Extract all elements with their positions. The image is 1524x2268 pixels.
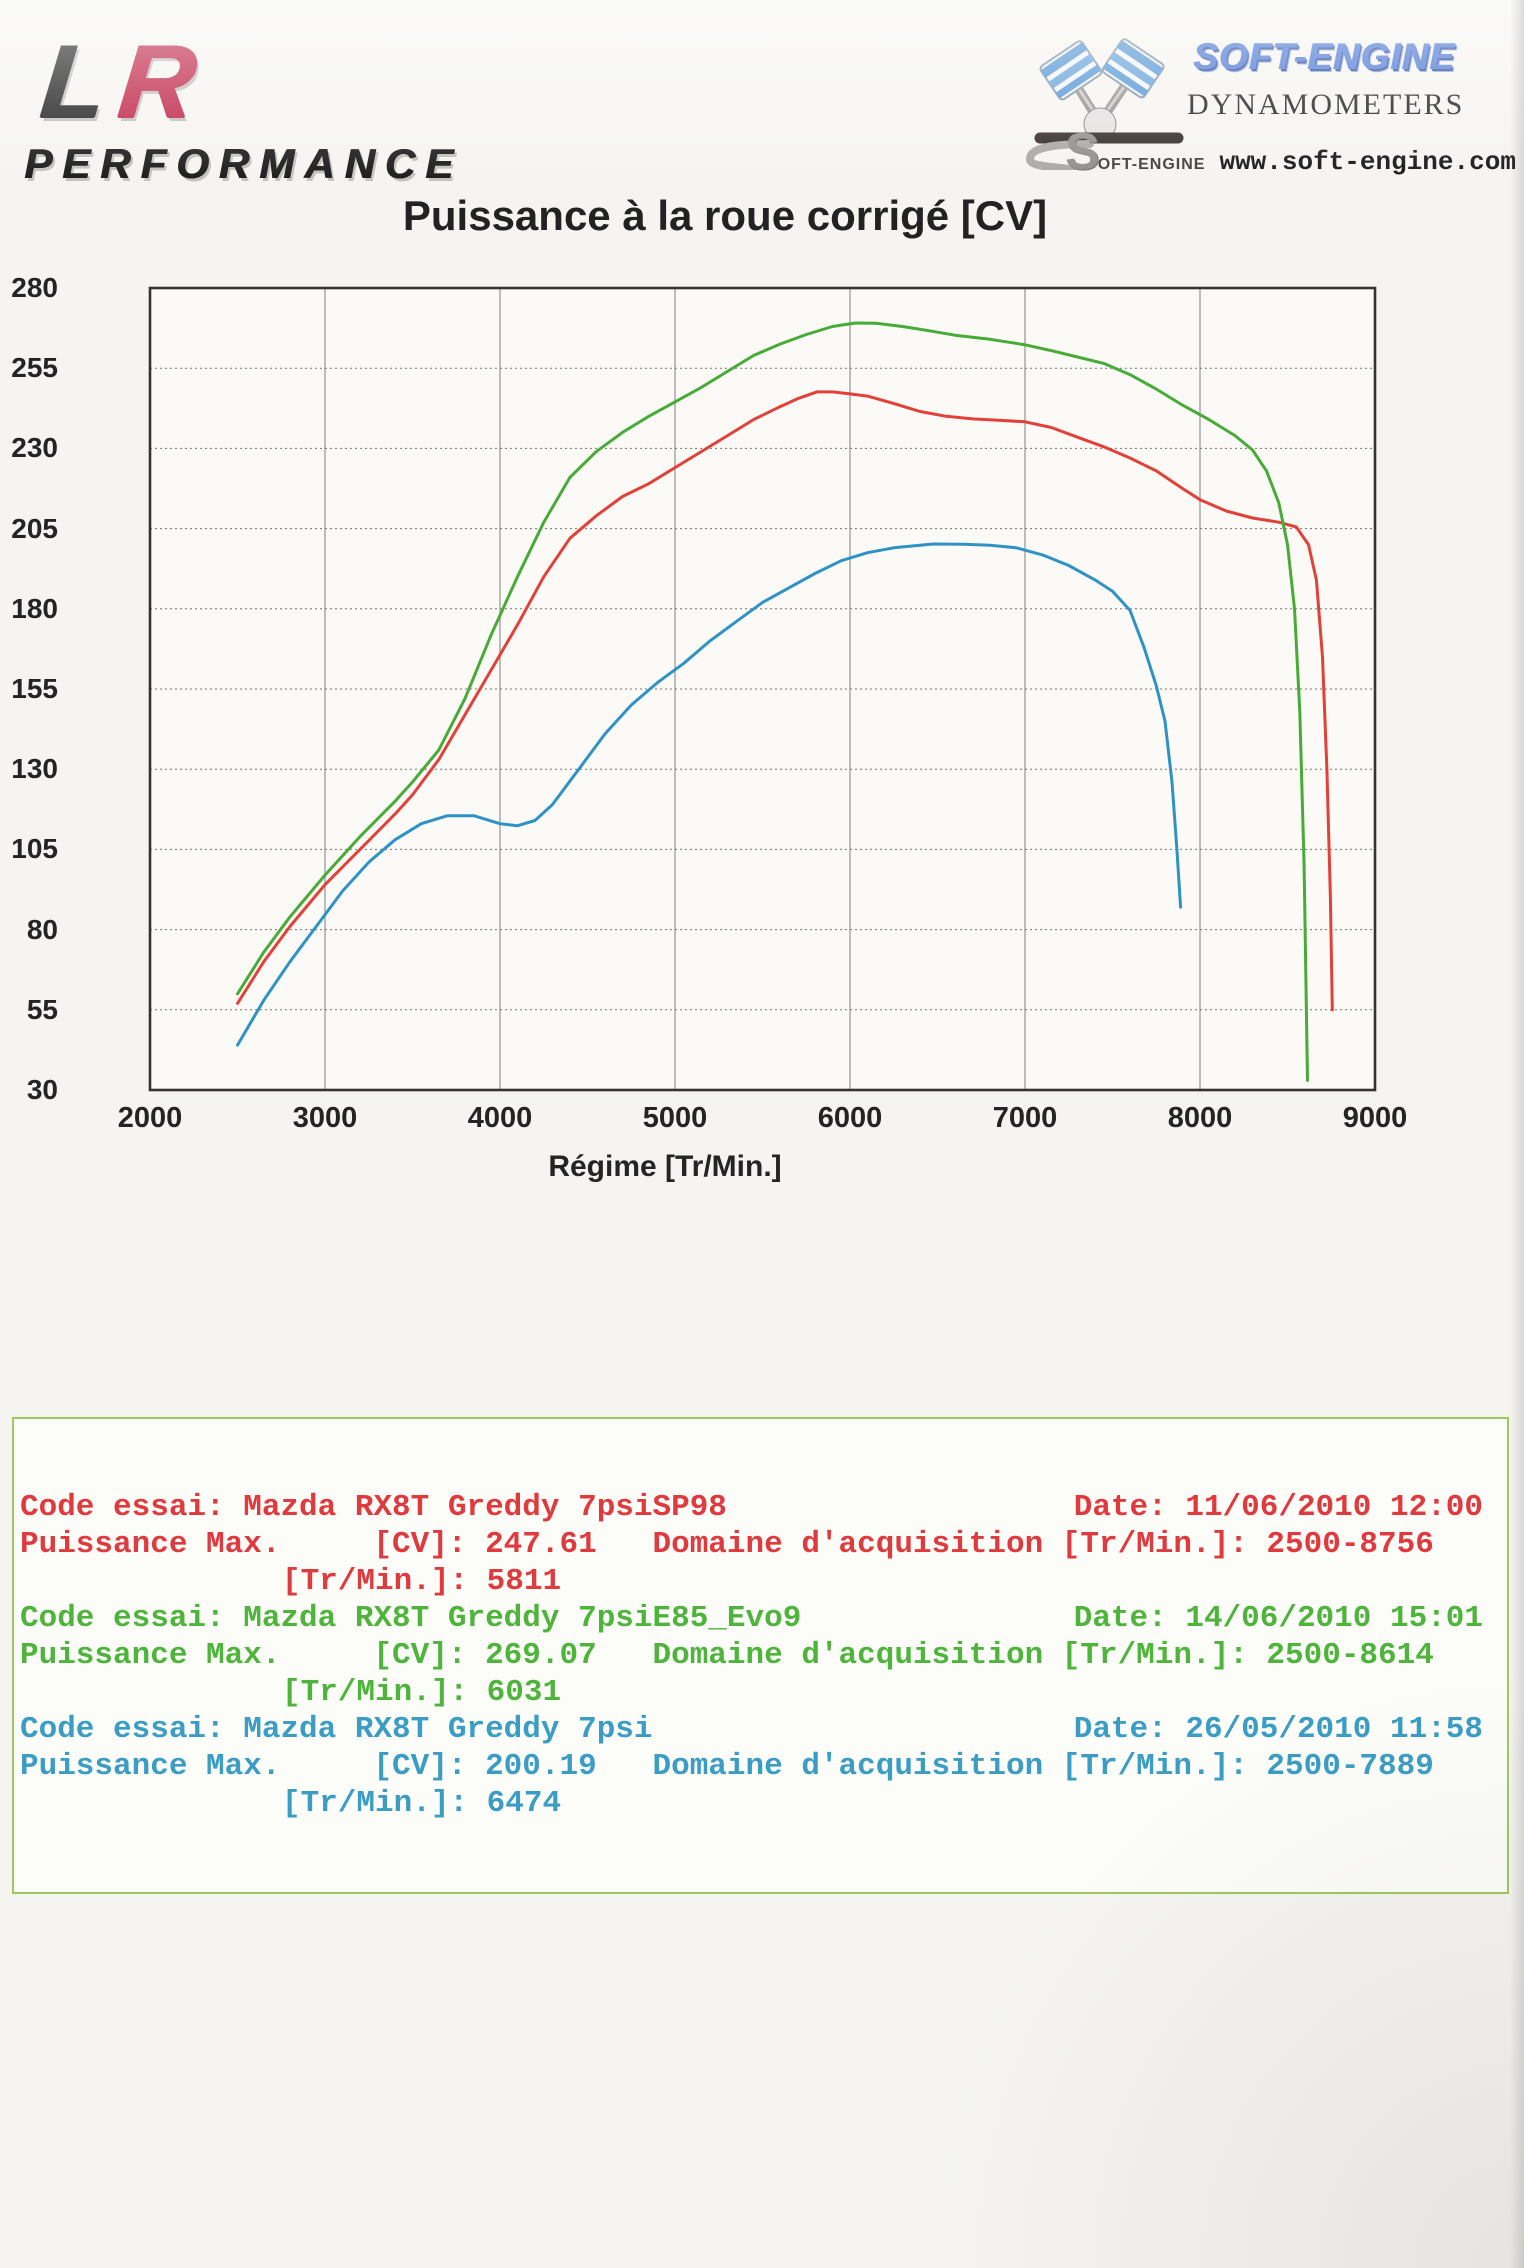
soft-engine-footer-s: S	[1065, 123, 1100, 181]
y-tick-label: 280	[11, 272, 58, 303]
pistons-icon	[1025, 38, 1184, 170]
test-code-label: Code essai: Mazda RX8T Greddy 7psiE85_Ev…	[20, 1601, 802, 1636]
x-tick-label: 3000	[292, 1102, 358, 1134]
soft-engine-subtitle: DYNAMOMETERS	[1187, 88, 1465, 121]
legend-line-code: Code essai: Mazda RX8T Greddy 7psi Date:…	[20, 1711, 1483, 1748]
test-code-label: Code essai: Mazda RX8T Greddy 7psi	[20, 1712, 653, 1747]
max-power-rpm-label: [Tr/Min.]: 6031	[282, 1675, 562, 1710]
y-tick-label: 155	[11, 673, 58, 704]
y-tick-label: 30	[26, 1074, 58, 1105]
legend-entry-sp98: Code essai: Mazda RX8T Greddy 7psiSP98 D…	[20, 1489, 1483, 1600]
lr-logo-subtitle: PERFORMANCE	[24, 140, 464, 187]
legend-line-power: Puissance Max. [CV]: 200.19 Domaine d'ac…	[20, 1748, 1483, 1785]
lr-performance-logo: LR PERFORMANCE	[24, 24, 463, 188]
x-tick-label: 6000	[817, 1102, 883, 1134]
legend-line-rpm: [Tr/Min.]: 6031	[20, 1674, 1483, 1711]
max-power-label: Puissance Max. [CV]: 247.61 Domaine d'ac…	[20, 1527, 1434, 1562]
y-tick-label: 80	[26, 913, 58, 945]
lr-logo-letters: LR	[35, 24, 474, 140]
legend-entry-7psi: Code essai: Mazda RX8T Greddy 7psi Date:…	[20, 1711, 1483, 1822]
x-tick-label: 7000	[992, 1102, 1058, 1134]
max-power-label: Puissance Max. [CV]: 269.07 Domaine d'ac…	[20, 1638, 1434, 1673]
legend-line-power: Puissance Max. [CV]: 247.61 Domaine d'ac…	[20, 1526, 1483, 1563]
test-date-label: Date: 26/05/2010 11:58	[1073, 1712, 1483, 1747]
x-tick-label: 2000	[117, 1102, 183, 1134]
legend-line-rpm: [Tr/Min.]: 5811	[20, 1563, 1483, 1600]
legend-line-power: Puissance Max. [CV]: 269.07 Domaine d'ac…	[20, 1637, 1483, 1674]
max-power-rpm-label: [Tr/Min.]: 5811	[282, 1564, 562, 1599]
y-tick-label: 205	[11, 512, 58, 544]
max-power-rpm-label: [Tr/Min.]: 6474	[282, 1786, 562, 1821]
x-axis-title: Régime [Tr/Min.]	[548, 1150, 782, 1183]
page-title: Puissance à la roue corrigé [CV]	[402, 192, 1048, 239]
y-tick-label: 230	[11, 432, 58, 464]
test-date-label: Date: 14/06/2010 15:01	[1073, 1601, 1483, 1636]
soft-engine-website: www.soft-engine.com	[1219, 147, 1516, 177]
y-tick-label: 130	[11, 753, 58, 785]
test-date-label: Date: 11/06/2010 12:00	[1073, 1490, 1483, 1525]
y-tick-label: 180	[11, 592, 58, 624]
legend-line-code: Code essai: Mazda RX8T Greddy 7psiSP98 D…	[20, 1489, 1483, 1526]
soft-engine-logo: SOFT-ENGINE DYNAMOMETERS S OFT-ENGINE www.…	[1005, 18, 1520, 178]
x-tick-label: 9000	[1342, 1102, 1408, 1134]
test-code-label: Code essai: Mazda RX8T Greddy 7psiSP98	[20, 1490, 727, 1525]
y-tick-label: 255	[11, 352, 58, 384]
soft-engine-footer-brand: OFT-ENGINE	[1097, 156, 1206, 173]
y-tick-label: 105	[11, 833, 58, 865]
legend-line-rpm: [Tr/Min.]: 6474	[20, 1785, 1483, 1822]
x-tick-label: 5000	[642, 1102, 708, 1134]
y-tick-label: 55	[26, 993, 58, 1025]
x-tick-label: 8000	[1167, 1102, 1233, 1134]
soft-engine-brand: SOFT-ENGINE	[1193, 36, 1455, 77]
legend-line-code: Code essai: Mazda RX8T Greddy 7psiE85_Ev…	[20, 1600, 1483, 1637]
x-tick-label: 4000	[467, 1102, 533, 1134]
soft-engine-footer: S OFT-ENGINE www.soft-engine.com	[1065, 126, 1516, 178]
legend-entry-e85-evo9: Code essai: Mazda RX8T Greddy 7psiE85_Ev…	[20, 1600, 1483, 1711]
max-power-label: Puissance Max. [CV]: 200.19 Domaine d'ac…	[20, 1749, 1434, 1784]
legend-box: Code essai: Mazda RX8T Greddy 7psiSP98 D…	[12, 1417, 1509, 1894]
lr-logo-letter-r: R	[112, 24, 201, 140]
lr-logo-letter-l: L	[35, 24, 112, 140]
